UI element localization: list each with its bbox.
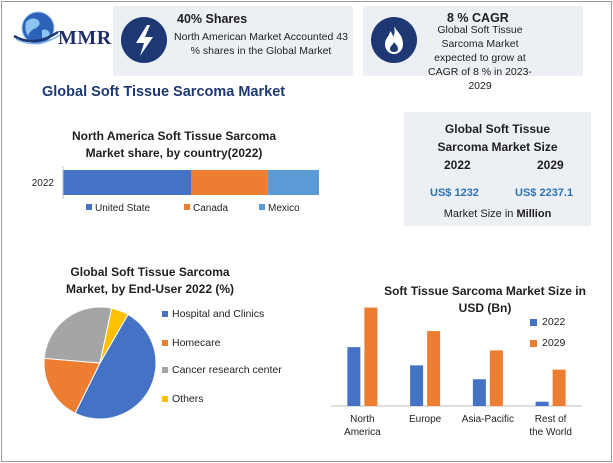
- market-size-unit: Market Size in Million: [404, 208, 591, 220]
- globe-icon: [13, 11, 61, 45]
- shares-title: 40% Shares: [177, 12, 248, 26]
- legend-label-homecare: Homecare: [172, 337, 221, 349]
- legend-swatch-hospital-and-clinics: [162, 311, 168, 317]
- legend-item-others: Others: [162, 393, 204, 406]
- market-size-year-2029: 2029: [537, 158, 564, 172]
- cagr-text: Global Soft Tissue Sarcoma Market expect…: [428, 24, 532, 92]
- legend-item-cancer-research-center: Cancer research center: [162, 364, 282, 377]
- market-size-value-2029: US$ 2237.1: [515, 187, 574, 199]
- page-title: Global Soft Tissue Sarcoma Market: [42, 84, 286, 100]
- market-size-value-2022: US$ 1232: [430, 187, 479, 199]
- legend-item-2022: 2022: [530, 316, 565, 328]
- cagr-card: 8 % CAGR Global Soft Tissue Sarcoma Mark…: [363, 6, 583, 92]
- legend-label-2029: 2029: [542, 337, 566, 349]
- legend-swatch-homecare: [162, 340, 168, 346]
- end-user-chart-title: Global Soft Tissue Sarcoma Market, by En…: [65, 265, 235, 296]
- market-size-unit-bold: Million: [516, 208, 552, 220]
- legend-swatch-2029: [530, 340, 537, 347]
- logo-text: MMR: [58, 27, 112, 49]
- legend-label-2022: 2022: [542, 316, 566, 328]
- legend-label-cancer-research-center: Cancer research center: [172, 364, 282, 376]
- shares-text: North American Market Accounted 43 % sha…: [174, 31, 348, 57]
- legend-swatch-2022: [530, 319, 537, 326]
- lightning-bolt-icon: [121, 17, 167, 63]
- legend-label-hospital-and-clinics: Hospital and Clinics: [172, 308, 265, 320]
- legend-label-others: Others: [172, 393, 204, 405]
- mmr-logo: MMR: [12, 8, 116, 52]
- market-size-card: Global Soft Tissue Sarcoma Market Size 2…: [404, 112, 591, 226]
- legend-item-hospital-and-clinics: Hospital and Clinics: [162, 308, 264, 321]
- market-size-title: Global Soft Tissue Sarcoma Market Size: [437, 122, 558, 154]
- legend-swatch-others: [162, 396, 168, 402]
- legend-swatch-cancer-research-center: [162, 367, 168, 373]
- cagr-title: 8 % CAGR: [447, 11, 509, 25]
- legend-item-homecare: Homecare: [162, 337, 220, 350]
- flame-icon: [371, 17, 417, 63]
- regional-size-chart-title: Soft Tissue Sarcoma Market Size in USD (…: [384, 284, 586, 315]
- legend-item-2029: 2029: [530, 337, 565, 349]
- shares-card: 40% Shares North American Market Account…: [113, 6, 353, 76]
- country-share-chart-title: North America Soft Tissue Sarcoma Market…: [71, 129, 277, 160]
- market-size-year-2022: 2022: [444, 158, 471, 172]
- market-size-unit-prefix: Market Size in: [443, 208, 514, 220]
